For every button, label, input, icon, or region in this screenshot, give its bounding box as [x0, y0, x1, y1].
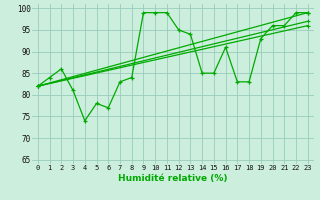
X-axis label: Humidité relative (%): Humidité relative (%)	[118, 174, 228, 183]
